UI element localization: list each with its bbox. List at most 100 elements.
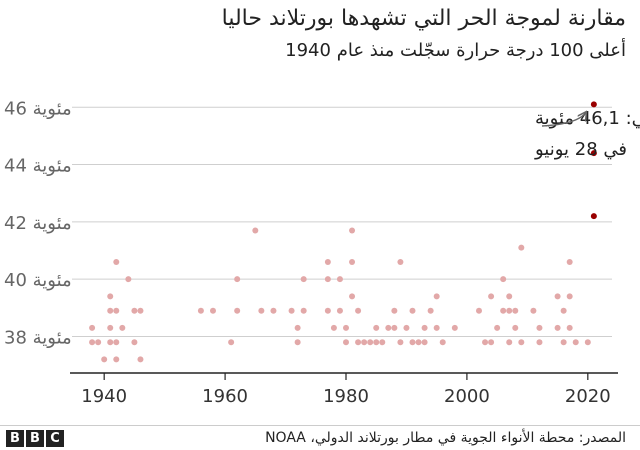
data-point-0-26 xyxy=(288,307,295,314)
data-point-0-19 xyxy=(210,307,216,314)
x-tick-label-1960: 1960 xyxy=(202,386,248,407)
data-point-0-33 xyxy=(324,307,331,314)
x-tick-label-1980: 1980 xyxy=(323,386,369,407)
data-point-0-80 xyxy=(536,339,543,346)
data-point-0-58 xyxy=(421,324,428,331)
data-point-0-78 xyxy=(518,244,525,251)
data-point-0-29 xyxy=(300,276,307,283)
data-point-0-11 xyxy=(113,356,120,363)
data-point-0-25 xyxy=(270,307,277,314)
x-tick-label-2000: 2000 xyxy=(444,386,490,407)
data-point-0-69 xyxy=(494,324,501,331)
data-point-0-22 xyxy=(234,276,241,283)
chart-subtitle: أعلى 100 درجة حرارة سجّلت منذ عام 1940 xyxy=(285,40,626,61)
data-point-0-38 xyxy=(343,339,349,346)
data-point-0-44 xyxy=(361,339,368,346)
data-point-0-72 xyxy=(506,293,513,300)
data-point-0-40 xyxy=(349,258,356,265)
y-tick-label-40: 40 مئوية xyxy=(4,270,72,291)
data-point-0-77 xyxy=(518,339,525,346)
logo-letter-c: C xyxy=(46,430,64,447)
y-tick-label-46: 46 مئوية xyxy=(4,98,72,119)
logo-letter-b2: B xyxy=(26,430,44,447)
data-point-0-17 xyxy=(137,307,144,314)
data-point-0-42 xyxy=(355,307,362,314)
data-point-0-86 xyxy=(566,258,573,265)
data-point-0-35 xyxy=(336,276,343,283)
x-tick-label-1940: 1940 xyxy=(81,386,127,407)
data-point-0-8 xyxy=(113,307,120,314)
data-point-0-55 xyxy=(409,307,416,314)
footer-divider xyxy=(0,425,640,426)
data-point-0-63 xyxy=(439,339,446,346)
y-tick-label-44: 44 مئوية xyxy=(4,156,72,177)
data-points xyxy=(89,101,597,363)
data-point-0-1 xyxy=(89,339,96,346)
data-point-0-90 xyxy=(584,339,591,346)
data-point-0-41 xyxy=(349,293,356,300)
data-point-0-67 xyxy=(488,293,495,300)
data-point-1-2 xyxy=(590,213,597,220)
data-point-0-20 xyxy=(228,339,235,346)
y-tick-labels: 38 مئوية 40 مئوية 42 مئوية 44 مئوية 46 مئوية xyxy=(4,98,72,348)
data-point-0-87 xyxy=(566,293,573,300)
data-point-0-85 xyxy=(560,339,567,346)
data-point-0-6 xyxy=(107,293,114,300)
data-point-0-48 xyxy=(379,339,386,346)
data-point-0-62 xyxy=(433,324,440,331)
data-point-0-71 xyxy=(500,307,507,314)
data-point-0-0 xyxy=(89,324,96,331)
data-point-0-81 xyxy=(536,324,543,331)
data-point-0-4 xyxy=(107,307,114,314)
data-point-0-70 xyxy=(500,276,507,283)
data-point-1-0 xyxy=(590,101,597,108)
data-point-0-13 xyxy=(125,276,132,283)
data-point-0-74 xyxy=(506,339,513,346)
data-point-0-15 xyxy=(131,339,138,346)
data-point-0-66 xyxy=(482,339,489,346)
data-point-0-9 xyxy=(113,258,120,265)
data-point-0-39 xyxy=(349,227,356,234)
y-tick-label-38: 38 مئوية xyxy=(4,327,72,348)
data-point-0-30 xyxy=(300,307,307,314)
data-point-0-24 xyxy=(258,307,265,314)
data-point-0-60 xyxy=(427,307,434,314)
data-point-0-50 xyxy=(391,307,398,314)
bbc-logo: B B C xyxy=(6,430,64,447)
data-point-0-16 xyxy=(137,356,144,363)
data-point-0-32 xyxy=(324,276,331,283)
data-point-0-75 xyxy=(512,307,519,314)
data-point-0-43 xyxy=(355,339,362,346)
data-point-0-23 xyxy=(252,227,259,234)
grid-lines xyxy=(72,106,612,337)
data-point-0-73 xyxy=(506,307,513,314)
data-point-0-59 xyxy=(421,339,428,346)
x-tick-label-2020: 2020 xyxy=(565,386,611,407)
data-point-0-68 xyxy=(488,339,495,346)
data-point-0-31 xyxy=(324,258,331,265)
data-point-0-65 xyxy=(476,307,482,314)
data-point-0-46 xyxy=(373,324,380,331)
data-point-0-45 xyxy=(367,339,374,346)
data-point-0-18 xyxy=(197,307,204,314)
data-point-0-2 xyxy=(95,339,102,346)
data-point-0-21 xyxy=(234,307,241,314)
data-point-0-3 xyxy=(101,356,108,363)
data-point-0-10 xyxy=(113,339,120,346)
data-point-0-61 xyxy=(433,293,440,300)
data-point-0-14 xyxy=(131,307,138,314)
y-tick-label-42: 42 مئوية xyxy=(4,213,72,234)
data-point-0-83 xyxy=(554,324,561,331)
data-point-0-34 xyxy=(330,324,337,331)
annotation-arrow xyxy=(541,112,586,127)
data-point-0-56 xyxy=(409,339,416,346)
data-point-0-82 xyxy=(554,293,561,300)
data-point-0-57 xyxy=(415,339,422,346)
data-point-0-84 xyxy=(560,307,567,314)
data-point-0-49 xyxy=(385,324,392,331)
scatter-chart: 38 مئوية 40 مئوية 42 مئوية 44 مئوية 46 مئوية… xyxy=(4,98,640,407)
data-point-0-89 xyxy=(572,339,579,346)
data-point-0-12 xyxy=(119,324,126,331)
data-point-0-64 xyxy=(451,324,458,331)
